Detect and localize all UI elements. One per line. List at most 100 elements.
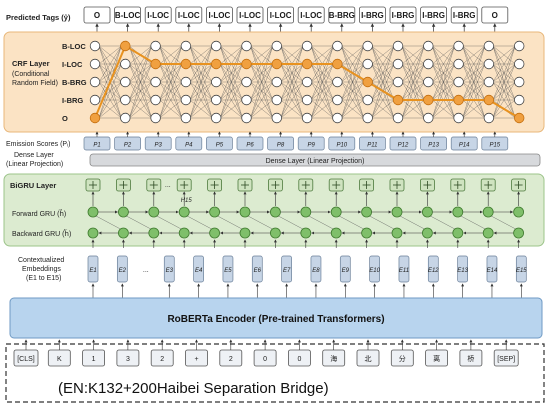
crf-transition <box>220 63 243 119</box>
crf-transition <box>492 45 516 119</box>
crf-node <box>89 58 101 70</box>
crf-node <box>483 112 495 124</box>
crf-node <box>301 40 313 52</box>
crf-transition <box>371 45 395 83</box>
emission-score-label: P10 <box>336 143 347 149</box>
embedding-label: E5 <box>224 268 232 274</box>
crf-transition <box>371 81 395 119</box>
embedding-cell <box>310 255 322 283</box>
emission-score-label: P4 <box>185 143 193 149</box>
bigru-layer-title: BiGRU Layer <box>10 181 56 190</box>
embedding-cell <box>222 255 234 283</box>
crf-node <box>120 94 131 106</box>
crf-transition <box>462 45 486 65</box>
crf-node <box>210 40 222 52</box>
crf-node <box>514 76 525 88</box>
crf-node <box>332 40 343 52</box>
crf-node <box>301 94 313 106</box>
crf-node <box>150 76 161 88</box>
crf-transition <box>280 81 304 119</box>
embedding-label: E12 <box>428 268 439 274</box>
embedding-cell <box>193 255 204 283</box>
gru-cross-link <box>308 215 334 230</box>
input-token-label: 0 <box>263 356 267 363</box>
crf-transition <box>371 45 395 65</box>
emission-score-label: P12 <box>398 143 409 149</box>
forward-gru-node <box>209 206 221 218</box>
crf-node <box>271 112 283 124</box>
predicted-tag-label: O <box>492 11 498 20</box>
bigru-network: ... H15 <box>85 178 527 248</box>
roberta-encoder-block <box>9 297 543 339</box>
crf-transition <box>401 99 425 119</box>
crf-transition <box>159 63 183 119</box>
emission-scores-label: Emission Scores (Pᵢ) <box>6 141 71 148</box>
crf-transition <box>341 81 364 119</box>
crf-transition <box>401 63 425 119</box>
crf-transition <box>310 45 334 65</box>
crf-node-selected <box>483 94 495 106</box>
crf-node <box>180 112 192 124</box>
crf-transition <box>310 45 334 119</box>
embedding-label: E11 <box>399 268 409 274</box>
predicted-tag-label: I-BRG <box>361 11 384 20</box>
embedding-label: E3 <box>166 268 174 274</box>
crf-transition <box>129 45 152 83</box>
crf-node-selected <box>423 94 434 106</box>
backward-gru-node <box>269 227 281 239</box>
crf-transition <box>432 45 455 119</box>
forward-gru-node <box>269 206 281 218</box>
crf-node <box>180 76 192 88</box>
crf-transition <box>371 45 395 101</box>
crf-node <box>241 112 252 124</box>
crf-node-selected <box>392 94 404 106</box>
embedding-label: E9 <box>342 268 350 274</box>
crf-transition <box>250 63 273 119</box>
crf-transition <box>129 81 152 119</box>
emission-score-label: P9 <box>308 143 316 149</box>
crf-node <box>271 94 283 106</box>
crf-transition <box>310 99 334 119</box>
crf-transition <box>220 45 243 101</box>
crf-state-label: B-BRG <box>62 78 87 87</box>
embedding-cell <box>339 255 351 283</box>
gru-cross-link <box>430 215 455 230</box>
backward-gru-node <box>118 227 129 239</box>
predicted-tag-box <box>328 6 356 24</box>
crf-lattice: B-LOC I-LOC B-BRG I-BRG O <box>62 40 525 124</box>
input-token-label: 1 <box>92 356 96 363</box>
crf-layer-subtitle-2: Random Field) <box>12 80 58 87</box>
crf-node <box>241 94 252 106</box>
predicted-tag-label: I-BRG <box>392 11 415 20</box>
forward-gru-node <box>482 206 494 218</box>
predicted-tag-box <box>481 6 509 24</box>
input-token-label: K <box>57 356 62 363</box>
crf-transition <box>280 99 304 119</box>
backward-gru-node <box>239 227 251 239</box>
crf-transition <box>189 45 213 119</box>
bigru-ellipsis: ... <box>165 182 171 189</box>
backward-gru-label: Backward GRU (h⃖) <box>12 229 71 238</box>
hidden-state-label: H15 <box>181 198 193 204</box>
predicted-tag-label: I-BRG <box>453 11 476 20</box>
predicted-tag-label: I-LOC <box>300 11 322 20</box>
predicted-tag-label: I-LOC <box>178 11 200 20</box>
crf-node <box>332 112 343 124</box>
input-token-label: 桥 <box>467 354 474 363</box>
crf-node <box>150 112 161 124</box>
crf-transition <box>129 99 152 119</box>
crf-best-path-segment <box>94 45 127 119</box>
crf-node <box>120 58 131 70</box>
backward-gru-node <box>330 227 342 239</box>
crf-transition <box>159 81 183 119</box>
crf-transition <box>250 45 273 65</box>
predicted-tag-box <box>114 6 141 24</box>
crf-node-selected <box>362 76 373 88</box>
embedding-label: E15 <box>516 268 527 274</box>
predicted-tag-box <box>83 6 111 24</box>
predicted-tag-box <box>175 6 203 24</box>
embeddings-row: E1 E2... E3 E4 E5 E6 E7 E8 E9 E10 E11 E12 E13 E14 E15 <box>87 255 527 298</box>
embedding-cell <box>163 255 175 283</box>
crf-best-path-segment <box>336 63 369 83</box>
gru-cross-link <box>339 215 364 230</box>
